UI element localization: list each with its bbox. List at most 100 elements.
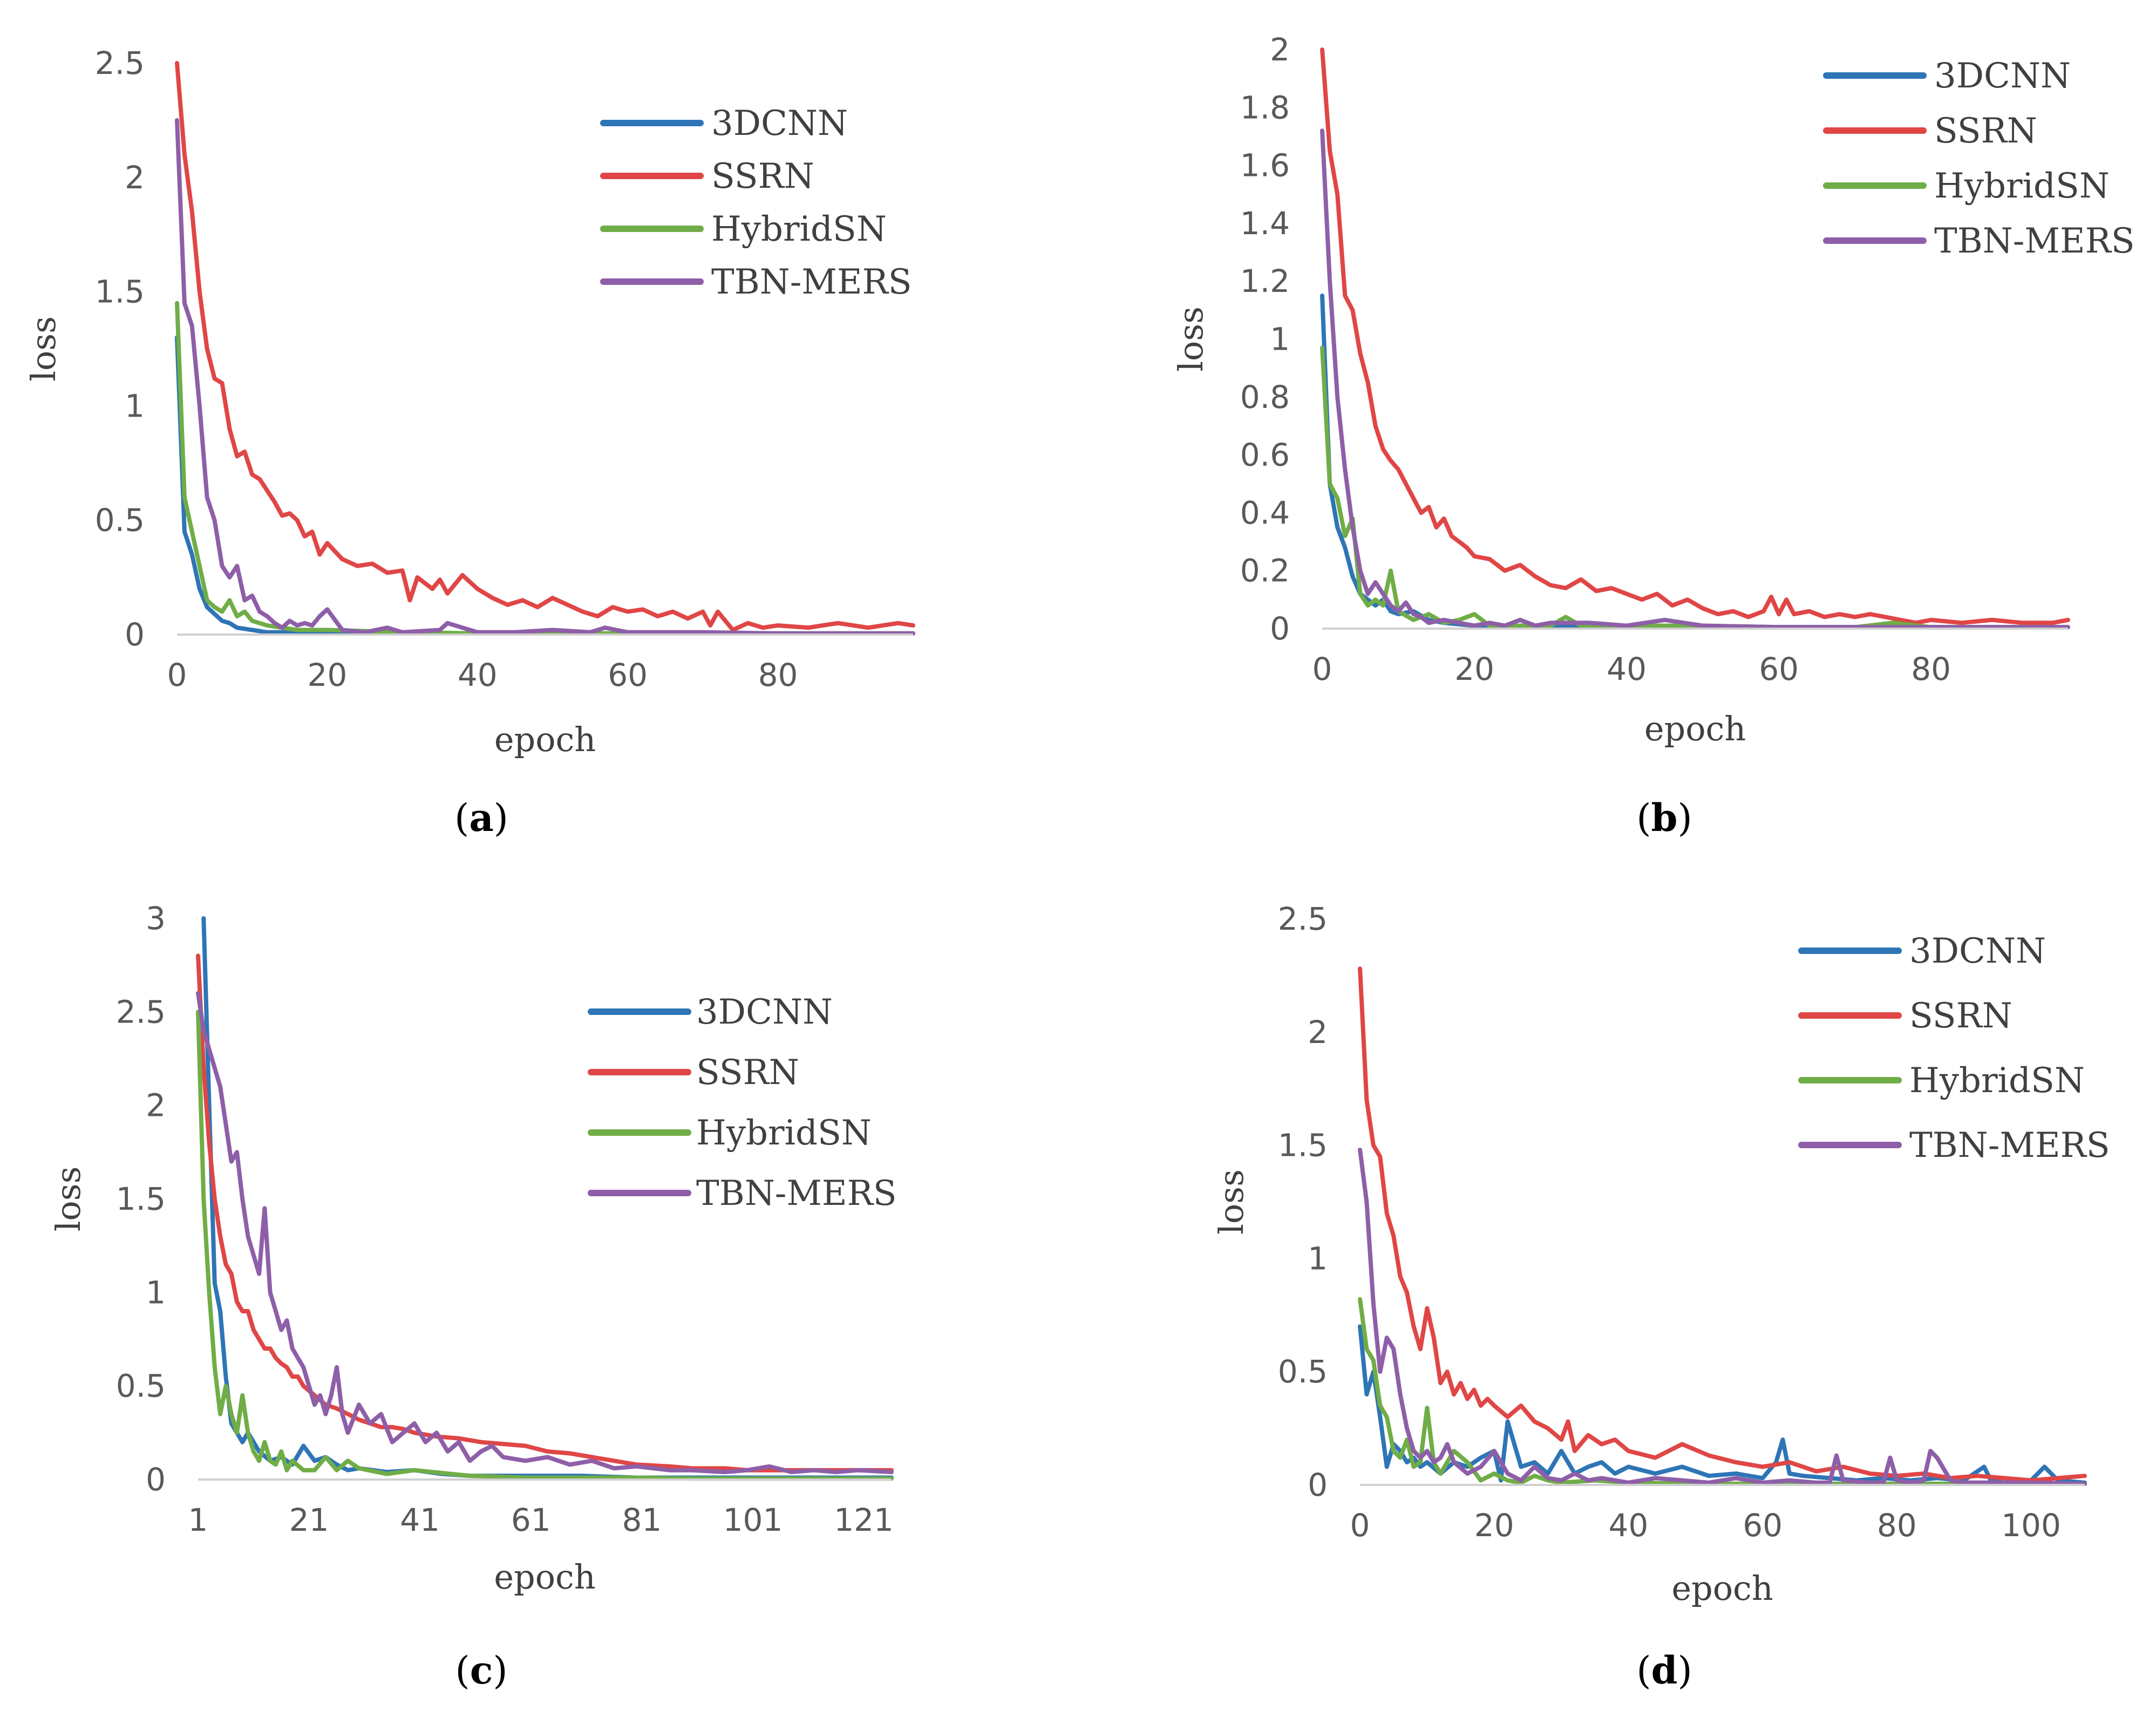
x-tick-label: 80 <box>1911 651 1951 687</box>
legend-label: TBN-MERS <box>1934 221 2135 261</box>
panel-caption: (d) <box>1636 1648 1692 1693</box>
series-line-hybridsn <box>175 301 915 636</box>
x-tick-label: 0 <box>1350 1507 1370 1544</box>
legend-label: SSRN <box>696 1053 799 1093</box>
legend-label: HybridSN <box>1934 166 2110 206</box>
legend-label: HybridSN <box>696 1113 872 1153</box>
y-tick-label: 0.6 <box>1240 437 1290 473</box>
y-tick-label: 1.2 <box>1240 263 1290 299</box>
legend-label: SSRN <box>711 156 814 196</box>
y-tick-label: 2.5 <box>1278 901 1328 937</box>
y-tick-label: 1 <box>125 387 145 424</box>
x-tick-label: 20 <box>1454 651 1494 687</box>
y-tick-label: 0 <box>125 616 145 653</box>
series-line-tbn-mers <box>175 118 915 636</box>
x-axis-label: epoch <box>494 1557 595 1597</box>
y-tick-label: 2 <box>125 159 145 196</box>
legend-label: HybridSN <box>711 209 887 249</box>
chart-panel-a: 0 0.5 1 1.5 2 2.5 0 20 40 60 80 epoch loss 3DCNN SSRN H… <box>24 45 915 840</box>
x-tick-label: 40 <box>1609 1507 1649 1544</box>
y-tick-label: 1.6 <box>1240 147 1290 184</box>
series-line-ssrn <box>1320 47 2070 625</box>
legend-label: SSRN <box>1909 996 2012 1036</box>
series-line-3dcnn <box>175 335 915 636</box>
series-line-3dcnn <box>1358 1324 2087 1485</box>
y-tick-label: 2 <box>1270 31 1290 68</box>
y-tick-label: 2 <box>1308 1014 1328 1051</box>
x-tick-label: 40 <box>1607 651 1647 687</box>
y-tick-label: 1 <box>146 1274 166 1311</box>
series-line-tbn-mers <box>1358 1148 2087 1486</box>
y-axis-label: loss <box>49 1167 88 1232</box>
y-tick-label: 1 <box>1308 1240 1328 1277</box>
y-tick-label: 0.4 <box>1240 494 1290 531</box>
y-tick-label: 0.8 <box>1240 379 1290 415</box>
legend-label: 3DCNN <box>696 992 833 1032</box>
y-tick-label: 0 <box>1270 610 1290 647</box>
legend-label: TBN-MERS <box>1909 1126 2110 1165</box>
legend-label: TBN-MERS <box>711 262 912 302</box>
x-tick-label: 21 <box>289 1502 329 1538</box>
x-tick-label: 80 <box>1877 1507 1917 1544</box>
y-axis-label: loss <box>24 316 63 381</box>
legend-label: SSRN <box>1934 111 2037 151</box>
y-tick-label: 2.5 <box>116 993 166 1030</box>
y-tick-label: 0 <box>1308 1467 1328 1503</box>
series-line-ssrn <box>175 61 915 632</box>
x-tick-label: 41 <box>400 1502 440 1538</box>
y-tick-label: 3 <box>146 900 166 937</box>
x-tick-label: 121 <box>834 1502 894 1538</box>
legend-label: HybridSN <box>1909 1061 2085 1101</box>
y-tick-label: 0.5 <box>1278 1353 1328 1390</box>
legend-label: 3DCNN <box>711 104 848 144</box>
panel-caption: (a) <box>454 795 508 840</box>
y-tick-label: 2 <box>146 1087 166 1124</box>
y-tick-label: 1.4 <box>1240 205 1290 242</box>
y-tick-label: 1.5 <box>116 1181 166 1217</box>
y-tick-label: 1.5 <box>95 274 145 310</box>
series-line-3dcnn <box>1320 294 2070 630</box>
x-tick-label: 40 <box>458 657 498 693</box>
y-axis-label: loss <box>1212 1169 1251 1235</box>
series-line-ssrn <box>196 953 894 1473</box>
x-tick-label: 60 <box>1759 651 1799 687</box>
x-tick-label: 60 <box>608 657 648 693</box>
chart-panel-b: 00.20.40.60.811.21.41.61.820 20 40 60 80epoc… <box>1171 31 2135 840</box>
y-tick-label: 2.5 <box>95 45 145 81</box>
series-line-hybridsn <box>1358 1297 2087 1486</box>
x-tick-label: 81 <box>622 1502 662 1538</box>
x-axis-label: epoch <box>1644 709 1746 748</box>
y-tick-label: 1.8 <box>1240 89 1290 126</box>
x-tick-label: 100 <box>2001 1507 2061 1544</box>
legend-label: 3DCNN <box>1909 931 2046 971</box>
chart-panel-d: 0 0.5 1 1.5 2 2.5 0 20 40 60 80 100 epoch loss 3DCNN SS… <box>1212 901 2110 1693</box>
chart-panel-c: 00.511.522.531 21 41 61 81 101 121epochloss3DC… <box>49 900 897 1693</box>
x-tick-label: 60 <box>1743 1507 1783 1544</box>
legend-label: TBN-MERS <box>696 1174 897 1214</box>
x-tick-label: 20 <box>307 657 347 693</box>
series-line-ssrn <box>1358 966 2087 1483</box>
x-tick-label: 20 <box>1474 1507 1514 1544</box>
y-tick-label: 0 <box>146 1461 166 1498</box>
x-axis-label: epoch <box>1671 1569 1773 1608</box>
x-tick-label: 80 <box>758 657 798 693</box>
series-line-tbn-mers <box>1320 128 2070 630</box>
series-line-tbn-mers <box>196 991 894 1475</box>
legend-label: 3DCNN <box>1934 56 2071 96</box>
x-tick-label: 101 <box>723 1502 783 1538</box>
x-tick-label: 0 <box>1312 651 1332 687</box>
y-tick-label: 0.2 <box>1240 553 1290 589</box>
x-tick-label: 61 <box>511 1502 551 1538</box>
y-tick-label: 0.5 <box>116 1368 166 1405</box>
y-tick-label: 0.5 <box>95 502 145 538</box>
panel-caption: (c) <box>455 1648 507 1693</box>
x-tick-label: 0 <box>167 657 187 693</box>
y-tick-label: 1.5 <box>1278 1127 1328 1164</box>
panel-caption: (b) <box>1636 795 1692 840</box>
x-tick-label: 1 <box>188 1502 208 1538</box>
x-axis-label: epoch <box>494 720 596 759</box>
series-line-hybridsn <box>1320 345 2070 630</box>
y-axis-label: loss <box>1171 306 1210 372</box>
series-line-hybridsn <box>196 1010 894 1481</box>
